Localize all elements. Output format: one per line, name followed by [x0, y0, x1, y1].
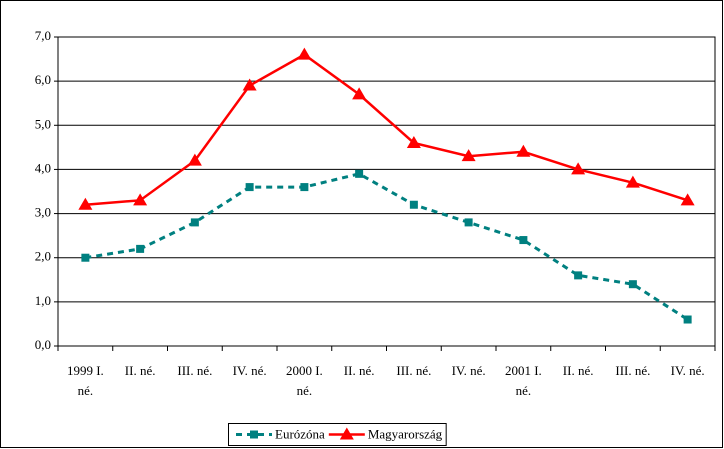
point: [339, 427, 354, 440]
plot-area: [57, 36, 716, 347]
x-tick-label: II. né.: [344, 363, 375, 378]
x-tick-label: 2001 I. né.: [505, 363, 542, 398]
point: [409, 200, 418, 209]
legend-label: Eurózóna: [275, 426, 325, 441]
y-tick-label: 0,0: [35, 337, 51, 352]
legend: Eurózóna Magyarország: [228, 423, 447, 446]
point: [516, 144, 531, 157]
point: [250, 430, 258, 439]
point: [461, 149, 476, 162]
point: [78, 197, 93, 210]
x-tick-label: IV. né.: [233, 363, 267, 378]
y-tick-label: 6,0: [35, 72, 51, 87]
x-tick-label: IV. né.: [671, 363, 705, 378]
point: [81, 253, 90, 262]
point: [187, 153, 202, 166]
point: [571, 162, 586, 175]
y-tick-label: 1,0: [35, 293, 51, 308]
legend-label: Magyarország: [368, 426, 443, 441]
x-tick-label: III. né.: [177, 363, 212, 378]
y-tick-label: 5,0: [35, 116, 51, 131]
point: [245, 183, 254, 192]
y-tick-label: 7,0: [35, 28, 51, 43]
series-line: [85, 172, 689, 321]
point: [625, 175, 640, 188]
y-tick-label: 2,0: [35, 249, 51, 264]
series-line: [85, 53, 689, 206]
point: [300, 183, 309, 192]
point: [190, 218, 199, 227]
point: [683, 315, 692, 324]
point: [242, 78, 257, 91]
point: [628, 280, 637, 289]
point: [136, 244, 145, 253]
x-tick-label: II. né.: [125, 363, 156, 378]
point: [406, 135, 421, 148]
point: [355, 169, 364, 178]
x-tick-label: IV. né.: [452, 363, 486, 378]
x-tick-label: II. né.: [563, 363, 594, 378]
point: [680, 193, 695, 206]
x-tick-label: III. né.: [396, 363, 431, 378]
point: [464, 218, 473, 227]
point: [297, 47, 312, 60]
x-tick-label: 2000 I. né.: [286, 363, 323, 398]
point: [519, 236, 528, 245]
y-tick-label: 3,0: [35, 205, 51, 220]
x-tick-label: III. né.: [615, 363, 650, 378]
point: [352, 87, 367, 100]
point: [574, 271, 583, 280]
point: [133, 193, 148, 206]
x-tick-label: 1999 I. né.: [67, 363, 104, 398]
y-tick-label: 4,0: [35, 160, 51, 175]
